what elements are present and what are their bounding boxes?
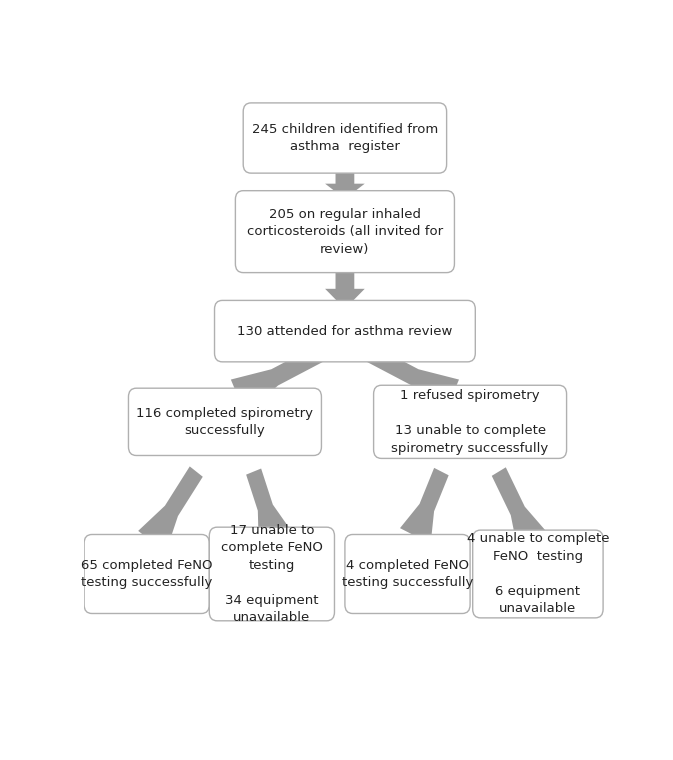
FancyBboxPatch shape bbox=[209, 527, 334, 621]
Polygon shape bbox=[138, 467, 203, 553]
Polygon shape bbox=[231, 345, 325, 413]
Text: 4 completed FeNO
testing successfully: 4 completed FeNO testing successfully bbox=[342, 559, 473, 589]
Polygon shape bbox=[400, 468, 449, 543]
Text: 130 attended for asthma review: 130 attended for asthma review bbox=[237, 325, 453, 337]
Polygon shape bbox=[246, 468, 290, 543]
Polygon shape bbox=[325, 164, 365, 199]
Text: 4 unable to complete
FeNO  testing

6 equipment
unavailable: 4 unable to complete FeNO testing 6 equi… bbox=[466, 533, 609, 616]
Text: 1 refused spirometry

13 unable to complete
spirometry successfully: 1 refused spirometry 13 unable to comple… bbox=[392, 389, 548, 454]
Text: 116 completed spirometry
successfully: 116 completed spirometry successfully bbox=[137, 407, 314, 437]
Text: 17 unable to
complete FeNO
testing

34 equipment
unavailable: 17 unable to complete FeNO testing 34 eq… bbox=[221, 524, 323, 624]
Polygon shape bbox=[492, 467, 548, 551]
Text: 65 completed FeNO
testing successfully: 65 completed FeNO testing successfully bbox=[81, 559, 213, 589]
FancyBboxPatch shape bbox=[374, 385, 567, 458]
FancyBboxPatch shape bbox=[215, 300, 475, 362]
FancyBboxPatch shape bbox=[345, 534, 470, 613]
FancyBboxPatch shape bbox=[472, 530, 603, 618]
FancyBboxPatch shape bbox=[243, 103, 447, 173]
Text: 245 children identified from
asthma  register: 245 children identified from asthma regi… bbox=[252, 123, 438, 154]
FancyBboxPatch shape bbox=[129, 388, 322, 455]
FancyBboxPatch shape bbox=[84, 534, 209, 613]
Polygon shape bbox=[325, 263, 365, 309]
Polygon shape bbox=[365, 345, 459, 413]
Text: 205 on regular inhaled
corticosteroids (all invited for
review): 205 on regular inhaled corticosteroids (… bbox=[247, 207, 443, 255]
FancyBboxPatch shape bbox=[236, 191, 454, 273]
